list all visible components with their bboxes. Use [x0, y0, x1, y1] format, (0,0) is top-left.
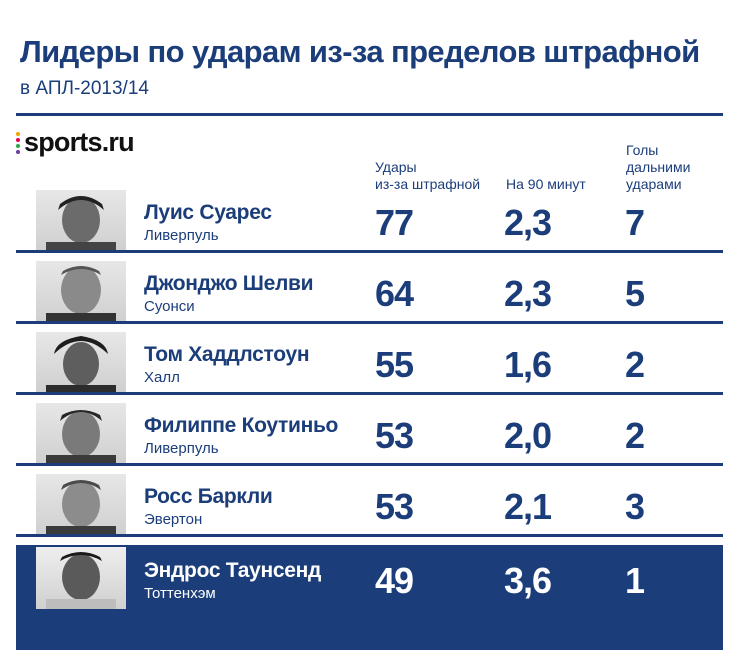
player-name: Джонджо Шелви [144, 272, 314, 295]
player-club: Халл [144, 369, 180, 386]
column-header-shots-line2: из-за штрафной [375, 176, 481, 192]
column-header-goals-line1: Голы [626, 142, 659, 158]
stat-per90: 1,6 [504, 344, 552, 385]
player-name: Филиппе Коутиньо [144, 414, 339, 437]
column-header-goals-line3: ударами [626, 176, 682, 192]
player-row: Том Хаддлстоун Халл 55 1,6 2 [16, 329, 723, 395]
player-name: Росс Баркли [144, 485, 273, 508]
stat-shots: 64 [375, 273, 414, 314]
stat-shots: 55 [375, 344, 414, 385]
stat-goals: 1 [625, 560, 645, 601]
player-club: Ливерпуль [144, 227, 219, 244]
page-subtitle: в АПЛ-2013/14 [20, 78, 149, 99]
title-divider [16, 113, 723, 116]
row-divider [16, 463, 723, 466]
stat-per90: 2,1 [504, 486, 552, 527]
column-header-shots-line1: Удары [375, 159, 417, 175]
player-name: Эндрос Таунсенд [144, 559, 322, 582]
player-row: Луис Суарес Ливерпуль 77 2,3 7 [16, 187, 723, 253]
stat-per90: 2,3 [504, 273, 552, 314]
player-photo [36, 547, 126, 609]
player-club: Суонси [144, 298, 195, 315]
page-title: Лидеры по ударам из-за пределов штрафной [20, 34, 700, 69]
stat-shots: 53 [375, 486, 414, 527]
row-divider [16, 392, 723, 395]
stat-shots: 53 [375, 415, 414, 456]
row-divider [16, 250, 723, 253]
stat-goals: 3 [625, 486, 645, 527]
player-row: Джонджо Шелви Суонси 64 2,3 5 [16, 258, 723, 324]
stat-goals: 5 [625, 273, 645, 314]
player-club: Тоттенхэм [144, 585, 216, 602]
player-photo [36, 332, 126, 394]
player-photo [36, 474, 126, 536]
player-photo [36, 190, 126, 252]
stat-per90: 3,6 [504, 560, 552, 601]
logo-dots-icon [16, 131, 20, 155]
row-divider [16, 534, 723, 537]
column-header-shots: Удары из-за штрафной [375, 159, 480, 193]
player-name: Луис Суарес [144, 201, 272, 224]
sports-ru-logo: sports.ru [16, 127, 135, 158]
row-divider [16, 321, 723, 324]
player-photo [36, 403, 126, 465]
player-club: Эвертон [144, 511, 203, 528]
player-name: Том Хаддлстоун [144, 343, 310, 366]
stat-per90: 2,3 [504, 202, 552, 243]
stat-goals: 2 [625, 415, 645, 456]
player-club: Ливерпуль [144, 440, 219, 457]
column-header-goals-line2: дальними [626, 159, 691, 175]
player-row-highlighted: Эндрос Таунсенд Тоттенхэм 49 3,6 1 [16, 545, 723, 650]
stat-per90: 2,0 [504, 415, 552, 456]
player-row: Филиппе Коутиньо Ливерпуль 53 2,0 2 [16, 400, 723, 466]
stat-goals: 2 [625, 344, 645, 385]
stat-goals: 7 [625, 202, 645, 243]
logo-text: sports.ru [24, 127, 135, 157]
player-photo [36, 261, 126, 323]
stat-shots: 77 [375, 202, 414, 243]
player-row: Росс Баркли Эвертон 53 2,1 3 [16, 471, 723, 537]
column-header-goals: Голы дальними ударами [626, 142, 690, 193]
stat-shots: 49 [375, 560, 414, 601]
column-header-per90: На 90 минут [506, 176, 586, 192]
